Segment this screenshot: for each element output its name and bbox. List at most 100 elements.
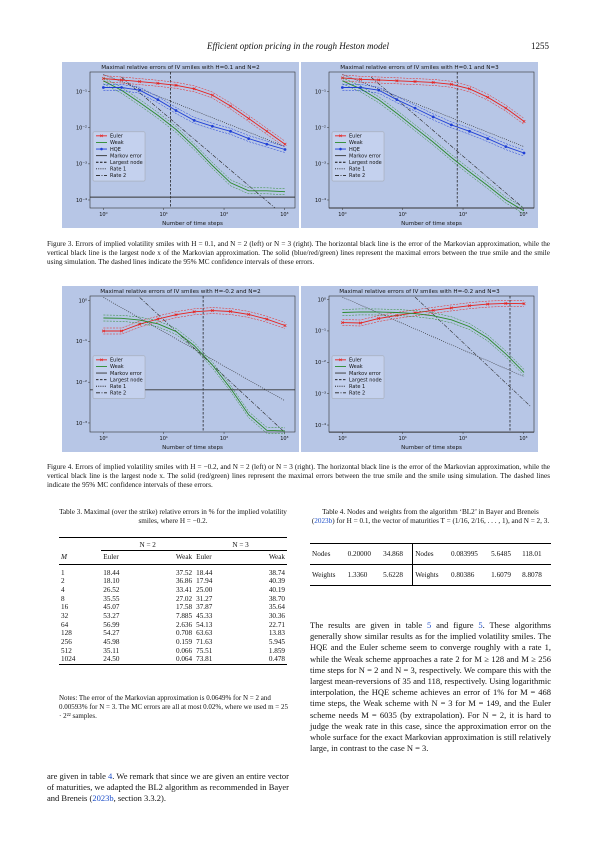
ci-upper-line	[342, 74, 525, 119]
data-point	[265, 142, 269, 146]
legend-marker	[100, 134, 103, 138]
table-cell: 75.51	[196, 646, 213, 655]
data-point	[486, 302, 490, 306]
legend-marker	[339, 134, 342, 138]
table3-col-header: Weak	[268, 553, 285, 562]
series-line-weak	[342, 311, 525, 373]
x-tick-label: 10²	[220, 436, 228, 442]
data-point	[210, 93, 214, 97]
table-row: 256 45.98 0.159 71.63 5.945	[59, 638, 287, 647]
table-cell: 34.868	[383, 550, 403, 558]
data-point	[340, 86, 344, 89]
legend-label: Weak	[349, 140, 363, 146]
x-tick-label: 10¹	[160, 212, 168, 218]
table-cell: 256	[61, 638, 72, 647]
legend-label: Rate 1	[110, 167, 126, 173]
table-cell: 1.859	[268, 646, 285, 655]
citation-link[interactable]: 2023b	[92, 793, 114, 804]
table-cell: 56.99	[103, 620, 120, 629]
table-cell: 5.6228	[383, 571, 403, 579]
table-cell: 45.98	[103, 638, 120, 647]
table-cell: 35.64	[268, 603, 285, 612]
table-row: 32 53.27 7.885 45.33 30.36	[59, 612, 287, 621]
data-point	[192, 118, 196, 122]
data-point	[413, 106, 417, 110]
legend-label: Largest node	[349, 377, 382, 383]
legend-marker	[100, 147, 103, 151]
ci-lower-line	[103, 90, 286, 153]
rate1-line	[103, 74, 286, 147]
ci-upper-line	[342, 84, 525, 151]
table-row: 2 18.10 36.86 17.94 40.39	[59, 577, 287, 586]
table-cell: 35.11	[103, 646, 120, 655]
data-point	[522, 119, 526, 123]
data-point	[358, 77, 363, 81]
table-row: 64 56.99 2.636 54.13 22.71	[59, 620, 287, 629]
data-point	[156, 81, 160, 85]
table-cell: 2.636	[175, 620, 193, 629]
chart-title: Maximal relative errors of IV smiles wit…	[100, 289, 260, 295]
data-point	[283, 148, 287, 151]
rate1-line	[342, 74, 525, 147]
figure3-right-chart: Maximal relative errors of IV smiles wit…	[301, 62, 538, 228]
table-cell: 5.6485	[491, 550, 511, 558]
table-row: 8 35.55 27.02 31.27 38.70	[59, 594, 287, 603]
data-point	[283, 324, 287, 328]
table-cell: 1	[61, 568, 65, 577]
table-cell: Weights	[412, 564, 449, 586]
series-line-weak	[103, 80, 286, 193]
figure4-caption: Figure 4. Errors of implied volatility s…	[47, 463, 550, 490]
data-point	[449, 123, 453, 127]
rate1-line	[342, 296, 525, 377]
table4-caption: Table 4. Nodes and weights from the algo…	[310, 508, 551, 526]
table-cell: 8.8078	[522, 571, 542, 579]
data-point	[377, 78, 381, 82]
figure-link[interactable]: 5	[478, 620, 483, 630]
table-link[interactable]: 4	[108, 771, 113, 781]
data-point	[119, 78, 124, 82]
table-cell: 38.74	[268, 568, 285, 577]
table-row: 4 26.52 33.41 25.00 40.19	[59, 586, 287, 595]
x-tick-label: 10⁰	[99, 212, 107, 218]
table3: N = 2 N = 3 M Euler Weak Euler Weak 1 18.…	[59, 537, 287, 665]
x-tick-label: 10³	[519, 436, 527, 442]
y-tick-label: 10⁻³	[315, 162, 326, 168]
legend-label: Rate 1	[110, 384, 126, 390]
x-axis-label: Number of time steps	[401, 221, 462, 227]
table-row: 1 18.44 37.52 18.44 38.74	[59, 565, 287, 577]
x-tick-label: 10⁰	[338, 436, 346, 442]
data-point	[359, 86, 362, 89]
y-tick-label: 10⁰	[318, 297, 326, 303]
x-axis-label: Number of time steps	[162, 221, 223, 227]
y-tick-label: 10⁻³	[76, 421, 87, 427]
citation-link[interactable]: 2023b	[314, 517, 333, 525]
data-point	[468, 129, 471, 133]
x-tick-label: 10⁰	[338, 212, 346, 218]
legend-label: HQE	[349, 147, 360, 153]
table-cell: 45.07	[103, 603, 120, 612]
data-point	[449, 306, 453, 310]
table-row: 16 45.07 17.58 37.87 35.64	[59, 603, 287, 612]
running-title: Efficient option pricing in the rough He…	[207, 41, 389, 51]
table-cell: Weights	[312, 571, 336, 579]
table-cell: 0.478	[268, 655, 285, 664]
y-tick-label: 10⁻¹	[315, 89, 326, 95]
data-point	[431, 115, 435, 119]
table-link[interactable]: 5	[426, 620, 432, 630]
data-point	[377, 316, 381, 321]
x-tick-label: 10¹	[399, 212, 407, 218]
data-point	[228, 104, 233, 108]
ci-upper-line	[103, 307, 286, 329]
data-point	[283, 142, 287, 146]
series-line-weak	[342, 80, 525, 212]
table-cell: 1.3360	[347, 571, 368, 579]
y-tick-label: 10⁻⁴	[315, 423, 326, 429]
legend-label: Markov error	[110, 153, 143, 159]
x-tick-label: 10³	[280, 436, 288, 442]
legend-label: Euler	[349, 358, 363, 364]
table3-col-header: Euler	[103, 553, 119, 562]
ci-upper-line	[342, 308, 525, 370]
chart-title: Maximal relative errors of IV smiles wit…	[339, 289, 500, 295]
plot-frame	[89, 71, 296, 209]
table-cell: 2	[61, 577, 65, 586]
